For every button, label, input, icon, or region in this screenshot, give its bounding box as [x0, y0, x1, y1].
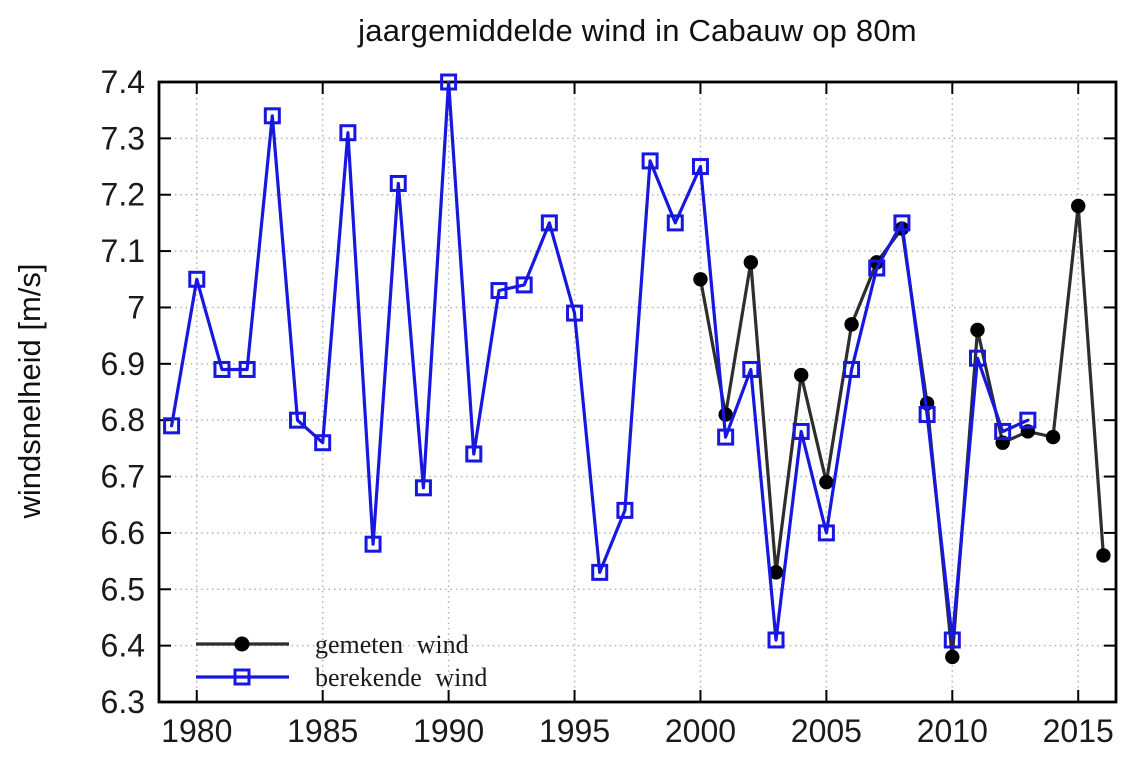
x-tick-label: 2015 — [1043, 713, 1114, 749]
series-berekende-wind-marker — [465, 445, 483, 463]
x-tick-label: 2005 — [791, 713, 862, 749]
x-tick-label: 1995 — [539, 713, 610, 749]
series-gemeten-wind-marker — [1071, 198, 1086, 214]
series-gemeten-wind-marker — [945, 649, 960, 665]
series-berekende-wind-marker — [540, 214, 558, 232]
x-tick-label: 1990 — [413, 713, 484, 749]
y-tick-label: 6.4 — [101, 628, 145, 664]
series-berekende-wind-marker — [817, 524, 835, 542]
series-berekende-wind-marker — [314, 434, 332, 452]
series-berekende-wind-marker — [364, 535, 382, 553]
chart-title: jaargemiddelde wind in Cabauw op 80m — [358, 13, 917, 48]
series-berekende-wind-marker — [188, 270, 206, 288]
series-berekende-wind-marker — [213, 360, 231, 378]
x-tick-label: 1985 — [287, 713, 358, 749]
series-berekende-wind-line — [170, 80, 1030, 642]
series-berekende-wind-marker — [515, 276, 533, 294]
series-berekende-wind-marker — [943, 631, 961, 649]
y-tick-label: 6.3 — [101, 684, 145, 720]
y-tick-label: 7.2 — [101, 177, 145, 213]
series-gemeten-wind-marker — [844, 317, 859, 332]
y-tick-label: 6.7 — [101, 459, 145, 495]
series-berekende-wind-marker — [490, 282, 508, 300]
series-berekende-wind-marker — [843, 360, 861, 378]
series-berekende-wind-marker — [414, 479, 432, 497]
series-berekende-wind-marker — [1019, 411, 1037, 429]
y-tick-label: 6.8 — [101, 402, 145, 438]
x-tick-label: 1980 — [161, 713, 232, 749]
y-tick-label: 6.9 — [101, 346, 145, 382]
legend-label: berekende wind — [315, 663, 487, 692]
series-berekende-wind-marker — [389, 174, 407, 192]
y-tick-label: 7.1 — [101, 233, 145, 269]
series-berekende-wind-marker — [918, 406, 936, 424]
series-berekende-wind-marker — [289, 411, 307, 429]
series-berekende-wind-marker — [767, 631, 785, 649]
series-gemeten-wind-marker — [793, 367, 809, 383]
series-berekende-wind-marker — [717, 428, 735, 446]
series-berekende-wind-marker — [893, 214, 911, 232]
legend-marker-square — [233, 668, 251, 686]
series-berekende-wind-marker — [339, 124, 357, 142]
series-berekende-wind-marker — [968, 349, 986, 367]
series-berekende-wind-marker — [868, 259, 886, 277]
x-tick-label: 2000 — [665, 713, 736, 749]
series-gemeten-wind-marker — [1096, 548, 1111, 563]
y-tick-label: 7.3 — [101, 120, 145, 156]
series-berekende-wind-marker — [591, 563, 609, 581]
y-tick-label: 7 — [127, 289, 145, 325]
series-berekende-wind-marker — [742, 360, 760, 378]
series-berekende-wind-marker — [616, 501, 634, 519]
plot-frame — [157, 80, 1118, 704]
series-gemeten-wind-marker — [768, 565, 784, 580]
series-berekende-wind-marker — [566, 304, 584, 322]
series-berekende-wind-marker — [691, 158, 709, 176]
legend-label: gemeten wind — [315, 630, 469, 659]
series-berekende-wind-marker — [641, 152, 659, 170]
series-gemeten-wind-marker — [743, 255, 759, 270]
x-tick-label: 2010 — [917, 713, 988, 749]
series-berekende-wind-marker — [238, 360, 256, 378]
y-tick-label: 6.6 — [101, 515, 145, 551]
series-gemeten-wind-marker — [819, 474, 834, 490]
y-tick-label: 6.5 — [101, 571, 145, 607]
series-berekende-wind-marker — [792, 422, 810, 440]
legend-marker-circle — [234, 636, 250, 652]
series-berekende-wind-marker — [163, 417, 181, 435]
series-berekende-wind-marker — [263, 107, 281, 125]
series-gemeten-wind-marker — [693, 272, 708, 287]
series-gemeten-wind-marker — [970, 322, 985, 338]
series-gemeten-wind-marker — [1045, 429, 1061, 445]
series-berekende-wind-marker — [994, 422, 1012, 440]
y-tick-label: 7.4 — [101, 64, 145, 100]
series-berekende-wind-marker — [666, 214, 684, 232]
series-berekende-wind-marker — [440, 73, 458, 91]
